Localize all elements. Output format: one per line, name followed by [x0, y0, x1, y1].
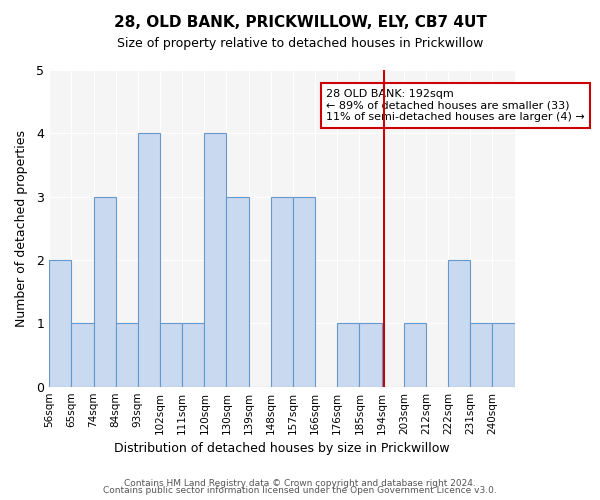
Bar — [94, 196, 116, 386]
Bar — [337, 324, 359, 386]
Bar — [359, 324, 382, 386]
Text: 28, OLD BANK, PRICKWILLOW, ELY, CB7 4UT: 28, OLD BANK, PRICKWILLOW, ELY, CB7 4UT — [113, 15, 487, 30]
Text: 28 OLD BANK: 192sqm
← 89% of detached houses are smaller (33)
11% of semi-detach: 28 OLD BANK: 192sqm ← 89% of detached ho… — [326, 89, 585, 122]
Bar — [116, 324, 138, 386]
Y-axis label: Number of detached properties: Number of detached properties — [15, 130, 28, 327]
Bar — [293, 196, 315, 386]
Bar — [470, 324, 493, 386]
Bar — [138, 134, 160, 386]
Bar — [71, 324, 94, 386]
Bar — [493, 324, 515, 386]
Bar — [448, 260, 470, 386]
Bar — [205, 134, 226, 386]
Text: Contains public sector information licensed under the Open Government Licence v3: Contains public sector information licen… — [103, 486, 497, 495]
Bar — [271, 196, 293, 386]
X-axis label: Distribution of detached houses by size in Prickwillow: Distribution of detached houses by size … — [114, 442, 449, 455]
Bar — [182, 324, 205, 386]
Bar — [404, 324, 426, 386]
Text: Size of property relative to detached houses in Prickwillow: Size of property relative to detached ho… — [117, 38, 483, 51]
Bar — [49, 260, 71, 386]
Bar — [226, 196, 248, 386]
Bar — [160, 324, 182, 386]
Text: Contains HM Land Registry data © Crown copyright and database right 2024.: Contains HM Land Registry data © Crown c… — [124, 478, 476, 488]
